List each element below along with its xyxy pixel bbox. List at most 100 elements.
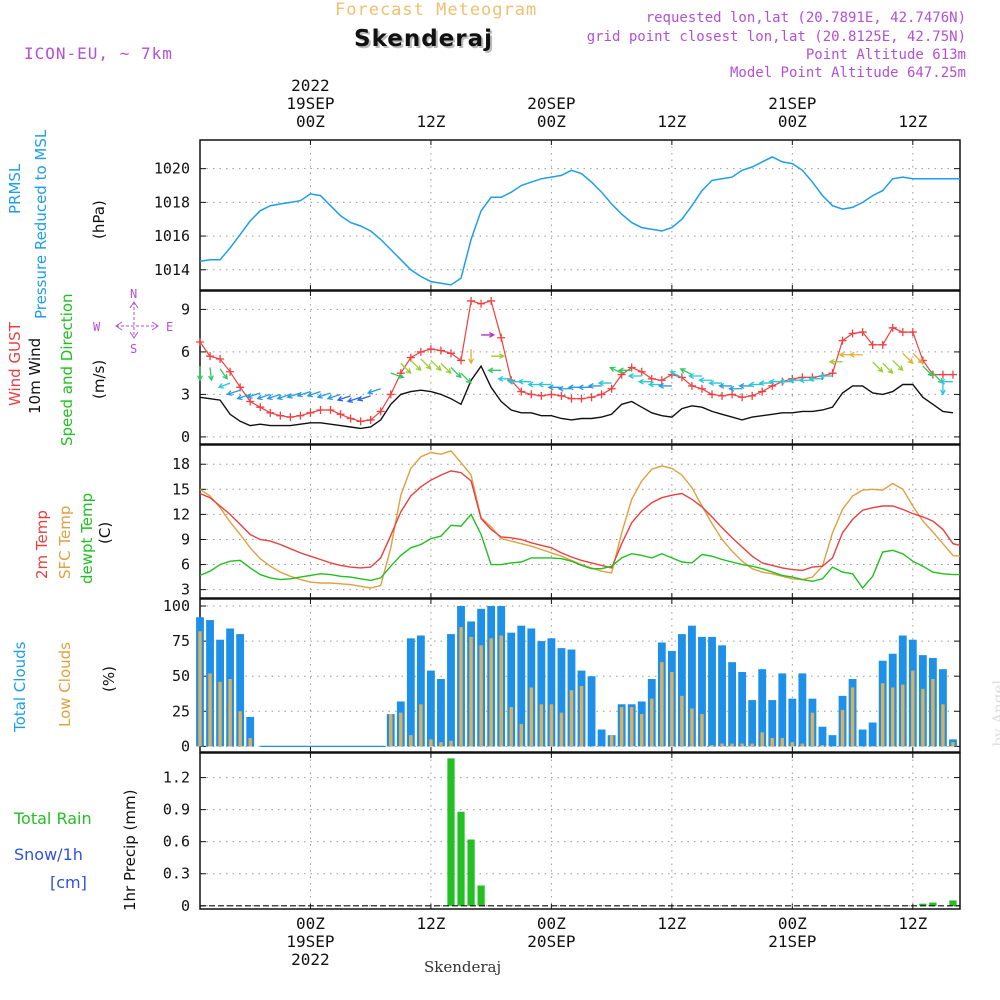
wind-direction-arrow xyxy=(460,372,472,384)
temperature-ytick-label: 18 xyxy=(172,455,190,473)
wind-gust-point xyxy=(728,390,737,399)
wind-gust-point xyxy=(306,408,315,417)
wind-direction-arrow xyxy=(557,385,572,392)
wind-gust-point xyxy=(256,403,265,412)
low-clouds-bar xyxy=(609,735,614,747)
low-clouds-bar xyxy=(891,687,895,747)
wind-gust-point xyxy=(517,387,526,396)
wind-gust-point xyxy=(758,387,767,396)
compass-rose-icon xyxy=(115,301,159,339)
wind-direction-arrow xyxy=(481,331,496,338)
temperature-frame xyxy=(199,444,961,599)
wind-gust-point xyxy=(537,391,546,400)
wind-direction-arrow xyxy=(246,392,261,399)
rain-bar xyxy=(477,885,485,906)
temperature-ytick-label: 6 xyxy=(181,556,190,574)
wind-direction-arrow xyxy=(848,351,863,358)
wind-gust-point xyxy=(697,384,706,393)
wind-direction-arrow xyxy=(547,384,562,391)
wind-direction-arrow xyxy=(892,359,904,372)
wind-direction-arrow xyxy=(748,381,763,388)
wind-direction-arrow xyxy=(487,367,502,374)
wind-direction-arrow xyxy=(597,380,612,387)
wind-gust-point xyxy=(336,410,345,419)
wind-direction-arrow xyxy=(609,366,622,374)
low-clouds-bar xyxy=(670,671,674,747)
wind-direction-arrow xyxy=(219,368,228,380)
wind-gust-point xyxy=(446,349,455,358)
model-altitude: Model Point Altitude 647.25m xyxy=(729,65,966,81)
total-clouds-bar xyxy=(236,634,245,747)
wind-gust-point xyxy=(296,411,305,420)
low-clouds-bar xyxy=(449,740,453,747)
wind-direction-arrow xyxy=(828,358,843,365)
wind-panel xyxy=(199,290,961,445)
wind-gust-point xyxy=(567,394,576,403)
total-clouds-bar xyxy=(597,729,606,747)
bottom-time-label: 00Z xyxy=(778,914,807,933)
wind-direction-arrow xyxy=(818,373,833,379)
wind-gust-point xyxy=(738,393,747,402)
wind-gust-point xyxy=(326,406,335,414)
total-clouds-bar xyxy=(708,636,716,747)
dewpoint-line xyxy=(199,513,960,590)
rain-bar xyxy=(919,903,927,906)
total-clouds-bar xyxy=(818,726,827,747)
wind-gust-point xyxy=(868,340,877,349)
total-clouds-bar xyxy=(798,673,807,747)
wind-direction-arrow xyxy=(798,377,813,384)
precip-frame xyxy=(199,752,961,910)
pressure-line xyxy=(199,156,960,286)
total-clouds-bar xyxy=(416,635,425,747)
wind-direction-arrow xyxy=(778,378,793,385)
low-clouds-bar xyxy=(419,704,423,747)
point-altitude: Point Altitude 613m xyxy=(805,47,966,63)
model-label: ICON-EU, ~ 7km xyxy=(24,44,173,63)
wind-gust-point xyxy=(246,397,255,406)
pressure-ytick-label: 1018 xyxy=(154,193,190,211)
precip-ytick-label: 0 xyxy=(181,897,190,915)
low-clouds-bar xyxy=(660,662,664,747)
low-clouds-bar xyxy=(469,636,473,747)
wind-gust-point xyxy=(527,390,536,399)
low-clouds-bar xyxy=(640,714,644,747)
total-clouds-bar xyxy=(507,632,516,747)
pressure-ytick-label: 1016 xyxy=(154,227,190,245)
low-clouds-bar xyxy=(198,631,202,747)
low-clouds-bar xyxy=(880,683,885,747)
low-clouds-bar xyxy=(650,698,654,747)
wind-gust-point xyxy=(416,347,425,356)
low-clouds-bar xyxy=(760,732,764,747)
total-clouds-bar xyxy=(728,662,737,747)
wind-direction-arrow xyxy=(306,390,321,398)
low-clouds-bar xyxy=(208,673,212,747)
pressure-panel xyxy=(199,139,961,291)
snow-label: Snow/1h xyxy=(14,845,83,864)
low-clouds-bar xyxy=(228,679,232,747)
clouds-ytick-label: 100 xyxy=(163,597,190,615)
rain-bar xyxy=(447,758,455,906)
low-clouds-bar xyxy=(479,645,483,747)
snow-unit: [cm] xyxy=(50,873,87,892)
wind-gust-point xyxy=(497,333,506,342)
wind-gust-point xyxy=(708,390,717,399)
bottom-time-label: 21SEP xyxy=(768,932,816,951)
wind-gust-point xyxy=(878,340,887,349)
total-clouds-bar xyxy=(517,625,526,747)
wind-direction-arrow xyxy=(657,382,672,389)
wind-direction-arrow xyxy=(336,395,351,402)
wind-direction-arrow xyxy=(577,384,592,391)
bottom-time-label: 19SEP xyxy=(286,932,334,951)
low-clouds-bar xyxy=(951,742,955,747)
wind-gust-point xyxy=(196,338,204,346)
wind-direction-arrow xyxy=(390,372,405,379)
total-clouds-bar xyxy=(828,735,837,747)
wind-direction-arrow xyxy=(217,382,231,389)
total-clouds-bar xyxy=(547,638,556,747)
low-clouds-bar xyxy=(770,737,774,747)
wind-direction-arrow xyxy=(450,367,462,379)
wind-direction-arrow xyxy=(922,365,934,377)
wind-direction-arrow xyxy=(808,375,823,382)
total-clouds-bar xyxy=(858,729,867,747)
wind-gust-point xyxy=(828,369,837,378)
